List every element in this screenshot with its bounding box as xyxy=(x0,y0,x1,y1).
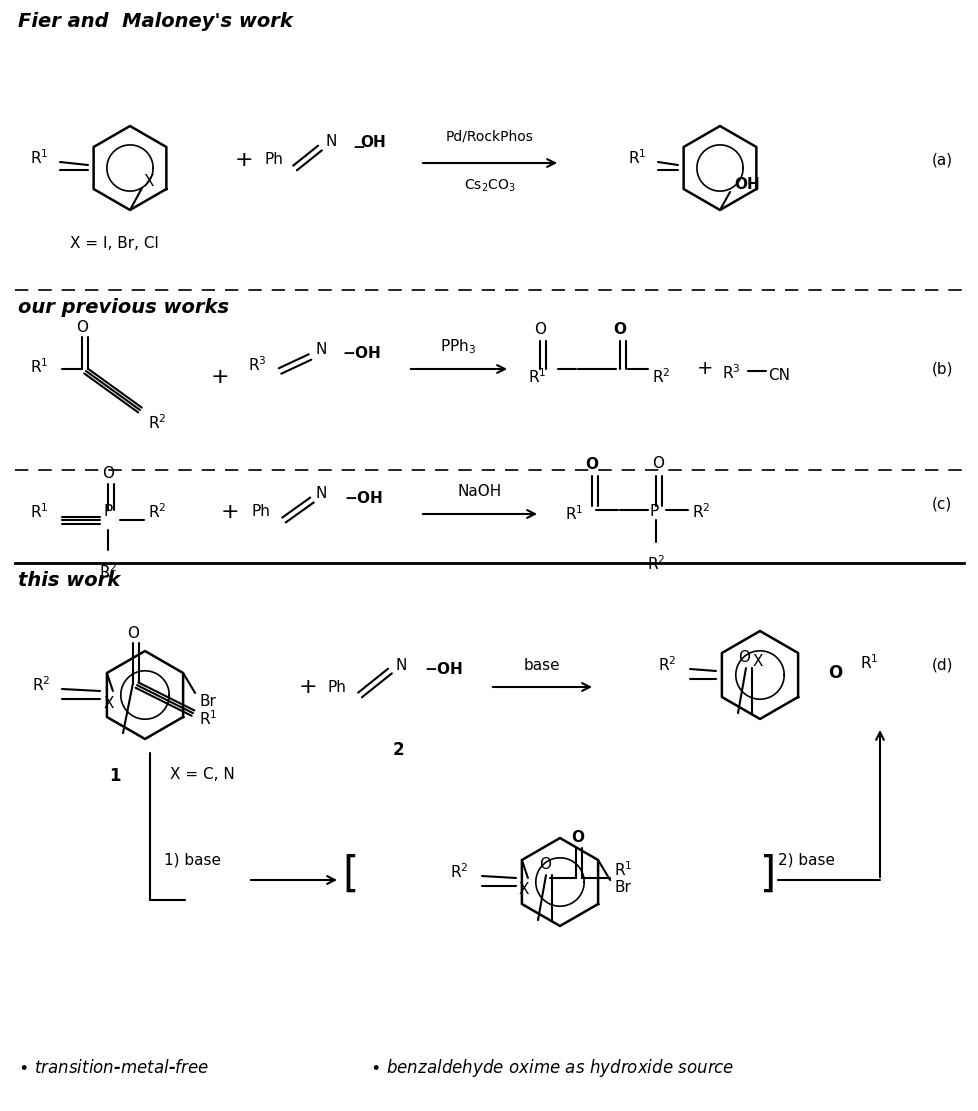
Text: this work: this work xyxy=(18,571,120,590)
Text: NaOH: NaOH xyxy=(458,484,502,500)
Text: X = C, N: X = C, N xyxy=(170,767,235,782)
Text: R$^2$: R$^2$ xyxy=(148,502,166,521)
Text: Cs$_2$CO$_3$: Cs$_2$CO$_3$ xyxy=(464,178,515,194)
Text: $\mathbf{-}$: $\mathbf{-}$ xyxy=(352,139,365,153)
Text: (b): (b) xyxy=(931,361,953,377)
Text: X: X xyxy=(144,174,155,190)
Text: X = I, Br, Cl: X = I, Br, Cl xyxy=(70,236,158,251)
Text: R$^2$: R$^2$ xyxy=(32,675,51,694)
Text: R$^1$: R$^1$ xyxy=(527,368,546,387)
Text: R$^2$: R$^2$ xyxy=(450,862,467,881)
Text: R$^2$: R$^2$ xyxy=(691,502,710,521)
Text: N: N xyxy=(326,134,337,150)
Text: X: X xyxy=(752,653,763,669)
Text: R$^3$: R$^3$ xyxy=(247,356,266,374)
Text: Br: Br xyxy=(613,881,631,895)
Text: O: O xyxy=(737,650,749,664)
Text: (d): (d) xyxy=(931,658,953,672)
Text: ]: ] xyxy=(759,854,776,895)
Text: 1: 1 xyxy=(110,767,120,785)
Text: Ph: Ph xyxy=(265,152,284,168)
Text: R$^1$: R$^1$ xyxy=(30,149,49,168)
Text: Ph: Ph xyxy=(328,680,346,694)
Text: 2) base: 2) base xyxy=(778,852,834,868)
Text: O: O xyxy=(539,857,551,872)
Text: R$^3$: R$^3$ xyxy=(721,363,740,382)
Text: R$^1$: R$^1$ xyxy=(627,149,645,168)
Text: N: N xyxy=(316,341,327,357)
Text: O: O xyxy=(533,321,546,337)
Text: +: + xyxy=(235,150,253,170)
Text: O: O xyxy=(76,320,88,334)
Text: PPh$_3$: PPh$_3$ xyxy=(439,338,475,357)
Text: $\mathbf{-OH}$: $\mathbf{-OH}$ xyxy=(341,346,380,361)
Text: R$^1$: R$^1$ xyxy=(564,504,583,523)
Text: R$^1$: R$^1$ xyxy=(30,358,49,377)
Text: O: O xyxy=(651,457,663,471)
Text: $\mathbf{OH}$: $\mathbf{OH}$ xyxy=(360,134,386,150)
Text: [: [ xyxy=(341,854,358,895)
Text: $\bullet$ $\it{benzaldehyde\ oxime\ as\ hydroxide\ source}$: $\bullet$ $\it{benzaldehyde\ oxime\ as\ … xyxy=(370,1057,734,1079)
Text: R$^1$: R$^1$ xyxy=(199,710,217,729)
Text: +: + xyxy=(220,502,239,522)
Text: +: + xyxy=(696,360,713,379)
Text: (c): (c) xyxy=(931,497,952,511)
Text: (a): (a) xyxy=(931,152,953,168)
Text: R$^2$: R$^2$ xyxy=(99,562,117,581)
Text: CN: CN xyxy=(767,368,789,382)
Text: $\mathbf{OH}$: $\mathbf{OH}$ xyxy=(734,176,760,192)
Text: $\mathbf{-OH}$: $\mathbf{-OH}$ xyxy=(343,490,382,506)
Text: N: N xyxy=(395,658,407,672)
Text: $\mathbf{O}$: $\mathbf{O}$ xyxy=(570,829,585,845)
Text: O: O xyxy=(127,625,139,641)
Text: Ph: Ph xyxy=(251,504,271,520)
Text: P: P xyxy=(649,504,658,520)
Text: $\mathbf{-OH}$: $\mathbf{-OH}$ xyxy=(423,661,463,677)
Text: R$^2$: R$^2$ xyxy=(651,368,670,387)
Text: +: + xyxy=(298,677,317,697)
Text: P: P xyxy=(104,504,113,520)
Text: X: X xyxy=(518,882,528,898)
Text: X: X xyxy=(104,695,114,711)
Text: base: base xyxy=(523,658,559,672)
Text: O: O xyxy=(102,467,113,481)
Text: our previous works: our previous works xyxy=(18,298,229,317)
Text: R$^2$: R$^2$ xyxy=(148,413,166,432)
Text: N: N xyxy=(316,487,327,501)
Text: R$^1$: R$^1$ xyxy=(860,653,877,672)
Text: Pd/RockPhos: Pd/RockPhos xyxy=(446,129,533,143)
Text: +: + xyxy=(210,367,229,387)
Text: $\mathbf{O}$: $\mathbf{O}$ xyxy=(827,664,843,682)
Text: R$^1$: R$^1$ xyxy=(30,502,49,521)
Text: 2: 2 xyxy=(392,741,403,759)
Text: $\mathbf{O}$: $\mathbf{O}$ xyxy=(612,321,627,337)
Text: Fier and  Maloney's work: Fier and Maloney's work xyxy=(18,12,292,31)
Text: R$^2$: R$^2$ xyxy=(657,655,676,674)
Text: Br: Br xyxy=(199,693,216,709)
Text: $\mathbf{O}$: $\mathbf{O}$ xyxy=(584,456,599,472)
Text: $\bullet$ $\it{transition}$-$\it{metal}$-$\it{free}$: $\bullet$ $\it{transition}$-$\it{metal}$… xyxy=(18,1059,209,1077)
Text: R$^1$: R$^1$ xyxy=(613,861,632,880)
Text: 1) base: 1) base xyxy=(164,852,221,868)
Text: R$^2$: R$^2$ xyxy=(646,554,664,572)
